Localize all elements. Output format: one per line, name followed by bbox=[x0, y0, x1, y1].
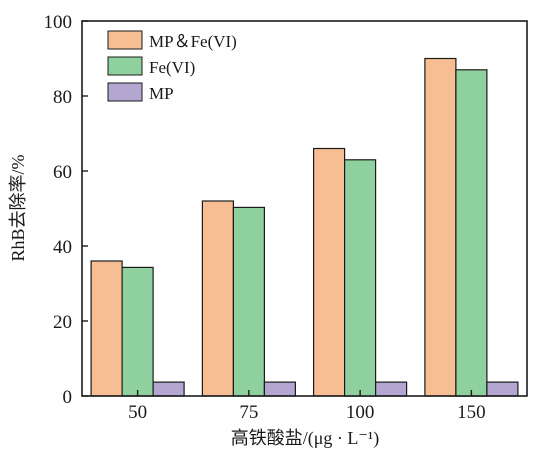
legend-swatch bbox=[107, 56, 143, 76]
bar-fevi-100 bbox=[344, 159, 377, 397]
bars-layer bbox=[90, 57, 519, 397]
legend-swatch bbox=[107, 82, 143, 102]
x-tick-label: 100 bbox=[346, 402, 375, 423]
legend-label: Fe(VI) bbox=[149, 58, 195, 77]
bar-mpfevi-50 bbox=[90, 260, 123, 397]
y-tick-label: 20 bbox=[53, 312, 72, 333]
ticks-layer: 50 75 100 150 0 20 40 60 80 100 bbox=[44, 12, 486, 423]
y-tick-label: 0 bbox=[63, 387, 73, 408]
bar-fevi-150 bbox=[455, 69, 488, 397]
x-axis-title: 高铁酸盐/(μg · L⁻¹) bbox=[231, 428, 380, 449]
legend-label: MP bbox=[149, 84, 174, 103]
x-tick-label: 50 bbox=[128, 402, 147, 423]
y-tick-label: 40 bbox=[53, 237, 72, 258]
bar-mp-100 bbox=[375, 381, 408, 397]
y-axis-title: RhB去除率/% bbox=[8, 154, 28, 261]
bar-fevi-75 bbox=[232, 206, 265, 397]
legend-swatch bbox=[107, 30, 143, 50]
bar-fevi-50 bbox=[121, 266, 154, 397]
bar-mp-50 bbox=[152, 381, 185, 397]
y-tick-label: 80 bbox=[53, 87, 72, 108]
bar-mp-150 bbox=[486, 381, 519, 397]
y-tick-label: 100 bbox=[44, 12, 73, 33]
y-tick-label: 60 bbox=[53, 162, 72, 183]
bar-mpfevi-75 bbox=[201, 200, 234, 397]
legend: MP＆Fe(VI) Fe(VI) MP bbox=[107, 30, 237, 103]
bar-mpfevi-100 bbox=[313, 147, 346, 397]
x-tick-label: 150 bbox=[457, 402, 486, 423]
bar-mp-75 bbox=[263, 381, 296, 397]
legend-label: MP＆Fe(VI) bbox=[149, 32, 237, 51]
x-tick-label: 75 bbox=[239, 402, 258, 423]
bar-mpfevi-150 bbox=[424, 57, 457, 397]
plot-frame bbox=[81, 20, 528, 397]
